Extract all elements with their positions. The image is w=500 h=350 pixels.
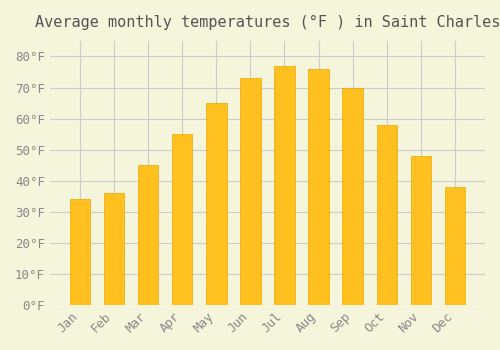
Bar xyxy=(206,103,227,305)
Bar xyxy=(104,193,124,305)
Bar xyxy=(172,134,193,305)
Bar xyxy=(274,66,294,305)
Bar xyxy=(342,88,363,305)
Bar xyxy=(138,165,158,305)
Bar xyxy=(70,199,90,305)
Bar xyxy=(308,69,329,305)
Bar xyxy=(410,156,431,305)
Bar xyxy=(240,78,260,305)
Bar xyxy=(445,187,465,305)
Title: Average monthly temperatures (°F ) in Saint Charles: Average monthly temperatures (°F ) in Sa… xyxy=(34,15,500,30)
Bar xyxy=(376,125,397,305)
